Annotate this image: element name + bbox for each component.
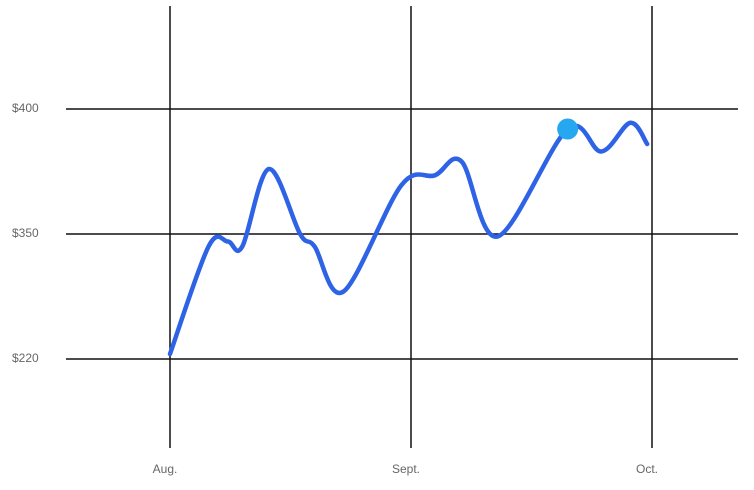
label-layer: $220 $350 $400 Aug. Sept. Oct. [12, 101, 658, 476]
x-tick-label: Aug. [153, 462, 178, 476]
highlight-point[interactable] [557, 118, 579, 140]
x-tick-label: Oct. [636, 462, 658, 476]
series-line [167, 120, 650, 357]
y-tick-label: $220 [12, 351, 39, 365]
y-tick-label: $400 [12, 101, 39, 115]
y-tick-label: $350 [12, 226, 39, 240]
grid-layer [66, 6, 738, 448]
x-tick-label: Sept. [392, 462, 420, 476]
series-layer [167, 118, 650, 357]
